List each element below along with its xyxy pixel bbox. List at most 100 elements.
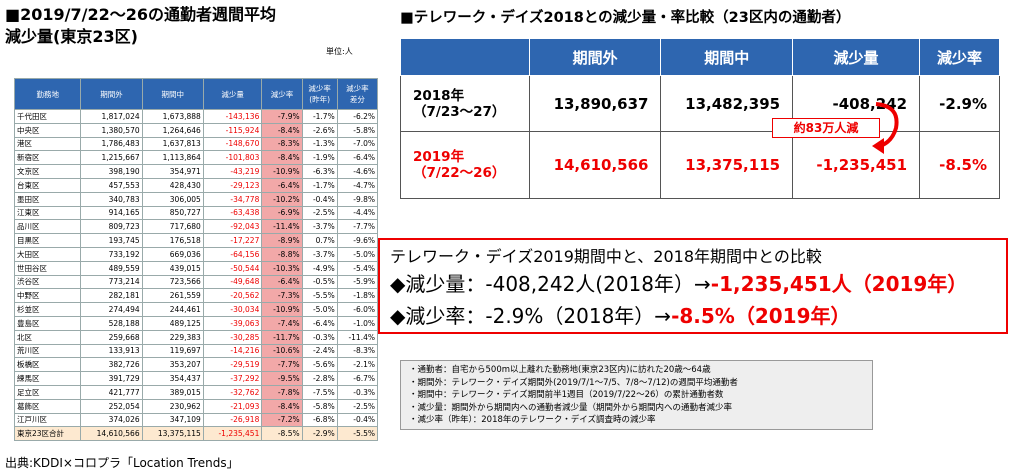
cell: -7.2% bbox=[261, 412, 303, 428]
cell: -8.3% bbox=[261, 136, 303, 152]
cell: -5.5% bbox=[336, 426, 379, 442]
cell: -8.4% bbox=[261, 398, 303, 414]
row: 目黒区 193,745 176,518 -17,227 -8.9% 0.7% -9.6% bbox=[13, 233, 379, 248]
cell: 389,015 bbox=[141, 384, 204, 400]
cell: -7.4% bbox=[261, 315, 303, 331]
cell: -37,292 bbox=[202, 371, 263, 386]
cell: -9.5% bbox=[261, 371, 303, 386]
cell: -6.4% bbox=[261, 274, 303, 290]
cell: 382,726 bbox=[80, 357, 143, 373]
row: 中央区 1,380,570 1,264,646 -115,924 -8.4% -2.6% -… bbox=[13, 122, 379, 138]
cell: -0.4% bbox=[301, 191, 338, 207]
cell: -10.9% bbox=[261, 302, 303, 317]
note-line: ・通勤者：自宅から500m以上離れた勤務地(東京23区内)に訪れた20歳～64歳 bbox=[409, 365, 711, 375]
cell: -1.9% bbox=[301, 150, 338, 166]
cell: -2.5% bbox=[301, 205, 338, 221]
cell: -8.9% bbox=[261, 233, 303, 248]
row: 葛飾区 252,054 230,962 -21,093 -8.4% -5.8% -2.5% bbox=[13, 398, 379, 414]
cell: -2.1% bbox=[336, 357, 379, 373]
cell: 杉並区 bbox=[13, 302, 82, 317]
header-cell bbox=[400, 38, 530, 76]
row: 新宿区 1,215,667 1,113,864 -101,803 -8.4% -1.9% -… bbox=[13, 150, 379, 166]
cell: -92,043 bbox=[202, 219, 263, 235]
cell: -2.4% bbox=[301, 343, 338, 359]
cell: 1,817,024 bbox=[80, 109, 143, 124]
cell: -5.0% bbox=[336, 246, 379, 262]
header-cell: 減少率 bbox=[261, 78, 303, 110]
cell: -7.7% bbox=[336, 219, 379, 235]
cell: -1,235,451 bbox=[202, 426, 263, 442]
cell: -21,093 bbox=[202, 398, 263, 414]
cell: 2018年 （7/23〜27） bbox=[400, 75, 530, 132]
cell: 13,375,115 bbox=[660, 131, 794, 199]
cell: 港区 bbox=[13, 136, 82, 152]
row: 東京23区合計 14,610,566 13,375,115 -1,235,451 -8.… bbox=[13, 426, 379, 442]
cell: -6.2% bbox=[336, 109, 379, 124]
cell: 1,264,646 bbox=[141, 122, 204, 138]
cell: -4.6% bbox=[336, 164, 379, 179]
cell: -11.7% bbox=[261, 329, 303, 345]
cell: 1,637,813 bbox=[141, 136, 204, 152]
text: ◆減少率：-2.9%（2018年）→ bbox=[390, 304, 672, 328]
cell: 文京区 bbox=[13, 164, 82, 179]
cell: 133,913 bbox=[80, 343, 143, 359]
cell: 229,383 bbox=[141, 329, 204, 345]
cell: -0.3% bbox=[301, 329, 338, 345]
row: 足立区 421,777 389,015 -32,762 -7.8% -7.5% -0.3% bbox=[13, 384, 379, 400]
cell: -1.3% bbox=[301, 136, 338, 152]
header-cell: 減少率 (昨年) bbox=[301, 78, 338, 110]
cell: -6.7% bbox=[336, 371, 379, 386]
cell: 193,745 bbox=[80, 233, 143, 248]
row: 港区 1,786,483 1,637,813 -148,670 -8.3% -1.3% -7… bbox=[13, 136, 379, 152]
cell: -6.4% bbox=[261, 177, 303, 193]
cell: -6.3% bbox=[301, 164, 338, 179]
cell: 13,375,115 bbox=[141, 426, 204, 442]
highlight: -1,235,451人（2019年） bbox=[710, 272, 968, 296]
left-title: ■2019/7/22～26の通勤者週間平均 減少量(東京23区) bbox=[5, 5, 277, 46]
cell: 品川区 bbox=[13, 219, 82, 235]
cell: 421,777 bbox=[80, 384, 143, 400]
cell: 渋谷区 bbox=[13, 274, 82, 290]
cell: 北区 bbox=[13, 329, 82, 345]
cell: 723,566 bbox=[141, 274, 204, 290]
cell: -8.5% bbox=[261, 426, 303, 442]
cell: 荒川区 bbox=[13, 343, 82, 359]
cell: 850,727 bbox=[141, 205, 204, 221]
cell: -5.9% bbox=[336, 274, 379, 290]
cell: -10.9% bbox=[261, 164, 303, 179]
cell: 墨田区 bbox=[13, 191, 82, 207]
cell: 豊島区 bbox=[13, 315, 82, 331]
cell: -4.9% bbox=[301, 260, 338, 276]
row: 荒川区 133,913 119,697 -14,216 -10.6% -2.4% -8.3% bbox=[13, 343, 379, 359]
cell: 274,494 bbox=[80, 302, 143, 317]
cell: -29,519 bbox=[202, 357, 263, 373]
cell: 457,553 bbox=[80, 177, 143, 193]
cell: -7.9% bbox=[261, 109, 303, 124]
cell: 大田区 bbox=[13, 246, 82, 262]
cell: 398,190 bbox=[80, 164, 143, 179]
notes: ・通勤者：自宅から500m以上離れた勤務地(東京23区内)に訪れた20歳～64歳… bbox=[400, 360, 873, 430]
cell: -63,438 bbox=[202, 205, 263, 221]
cell: 千代田区 bbox=[13, 109, 82, 124]
note-line: ・減少量：期間外から期間内への通勤者減少量（期間外から期間内への通勤者減少率 bbox=[409, 402, 733, 413]
row: 台東区 457,553 428,430 -29,123 -6.4% -1.7% -4.7% bbox=[13, 177, 379, 193]
cell: 489,125 bbox=[141, 315, 204, 331]
cell: 528,188 bbox=[80, 315, 143, 331]
header-cell: 期間中 bbox=[141, 78, 204, 110]
header-cell: 期間中 bbox=[660, 38, 794, 76]
summary-line: ◆減少率：-2.9%（2018年）→-8.5%（2019年） bbox=[390, 300, 996, 332]
cell: 340,783 bbox=[80, 191, 143, 207]
cell: 176,518 bbox=[141, 233, 204, 248]
cell: -7.8% bbox=[261, 384, 303, 400]
cell: -6.4% bbox=[301, 315, 338, 331]
row: 練馬区 391,729 354,437 -37,292 -9.5% -2.8% -6.7% bbox=[13, 371, 379, 386]
source: 出典:KDDI×コロプラ「Location Trends」 bbox=[5, 456, 239, 470]
cell: -5.8% bbox=[336, 122, 379, 138]
cell: -7.0% bbox=[336, 136, 379, 152]
cell: 13,890,637 bbox=[528, 75, 662, 132]
row: 中野区 282,181 261,559 -20,562 -7.3% -5.5% -1.8% bbox=[13, 288, 379, 304]
cell: -3.7% bbox=[301, 246, 338, 262]
cell: 809,723 bbox=[80, 219, 143, 235]
cell: -11.4% bbox=[336, 329, 379, 345]
note-line: ・減少率（昨年）：2018年のテレワーク・デイズ調査時の減少率 bbox=[409, 415, 656, 425]
